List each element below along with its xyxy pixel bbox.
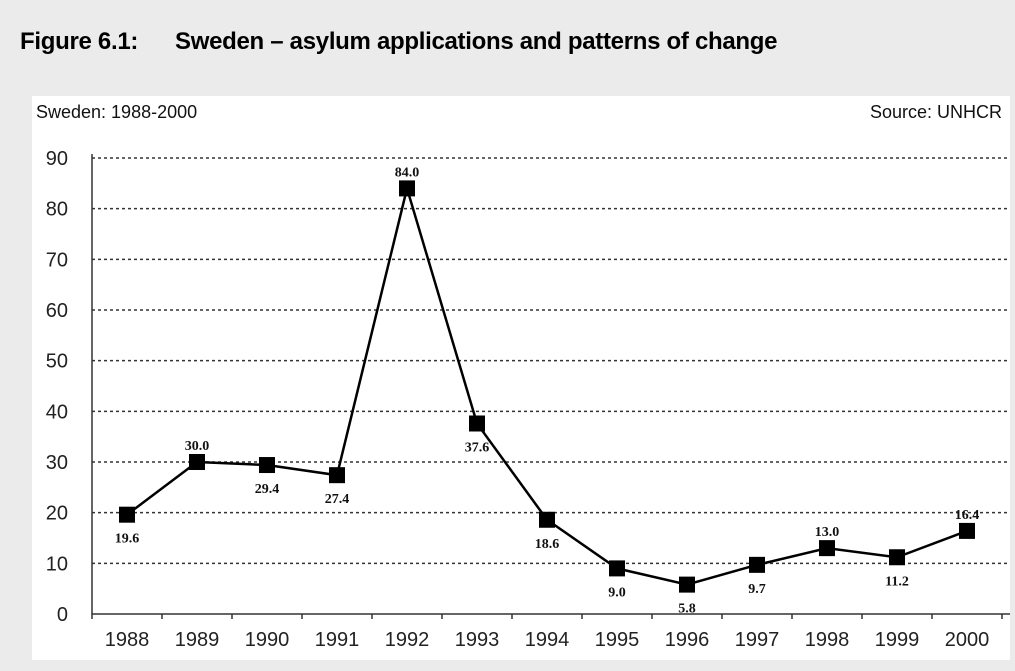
data-point-marker	[539, 511, 555, 528]
data-label: 9.7	[748, 582, 766, 597]
data-point-marker	[889, 549, 905, 566]
y-tick-label: 70	[46, 249, 68, 271]
data-label: 13.0	[815, 525, 840, 540]
data-label: 11.2	[885, 574, 909, 589]
x-tick-label: 1999	[875, 629, 920, 651]
data-point-marker	[679, 576, 695, 593]
y-tick-label: 40	[46, 401, 68, 423]
y-tick-label: 90	[46, 148, 68, 170]
data-point-marker	[399, 180, 415, 197]
data-label: 9.0	[608, 585, 626, 600]
figure-number: Figure 6.1:	[20, 28, 139, 55]
data-point-marker	[749, 556, 765, 573]
data-label: 19.6	[115, 532, 140, 547]
data-label: 84.0	[395, 165, 420, 180]
data-label: 37.6	[465, 440, 490, 455]
y-tick-label: 50	[46, 351, 68, 373]
x-tick-label: 1997	[735, 629, 780, 651]
y-tick-label: 0	[57, 604, 68, 626]
data-point-marker	[819, 540, 835, 557]
data-label: 5.8	[678, 602, 696, 617]
x-tick-label: 1995	[595, 629, 640, 651]
x-tick-label: 1988	[105, 629, 150, 651]
data-label: 27.4	[325, 492, 350, 507]
figure-title: Figure 6.1: Sweden – asylum applications …	[20, 28, 777, 56]
x-tick-label: 1994	[525, 629, 570, 651]
data-point-marker	[119, 506, 135, 523]
data-label: 30.0	[185, 439, 210, 454]
x-tick-label: 1989	[175, 629, 220, 651]
x-tick-label: 1996	[665, 629, 710, 651]
x-tick-label: 1998	[805, 629, 850, 651]
x-tick-label: 1990	[245, 629, 290, 651]
chart-subtitle: Sweden: 1988-2000	[36, 102, 198, 122]
data-label: 29.4	[255, 482, 280, 497]
x-tick-label: 1992	[385, 629, 430, 651]
data-point-marker	[329, 467, 345, 484]
y-tick-label: 60	[46, 300, 68, 322]
data-label: 16.4	[955, 508, 980, 523]
x-tick-label: 1991	[315, 629, 360, 651]
figure-caption: Sweden – asylum applications and pattern…	[175, 28, 778, 55]
x-tick-label: 2000	[945, 629, 990, 651]
y-tick-label: 30	[46, 452, 68, 474]
y-tick-label: 10	[46, 553, 68, 575]
chart-panel: Sweden: 1988-2000 Source: UNHCR 0 10 20 30 4…	[32, 96, 1010, 660]
data-point-marker	[189, 454, 205, 470]
x-tick-label: 1993	[455, 629, 500, 651]
y-tick-label: 80	[46, 199, 68, 221]
data-point-marker	[259, 457, 275, 474]
data-point-marker	[959, 522, 975, 539]
chart-source: Source: UNHCR	[869, 102, 1002, 122]
line-chart: 0 10 20 30 40 50 60 70 80 90 1988 1989 1990 1991 1992 1…	[46, 148, 1010, 651]
data-point-marker	[609, 560, 625, 577]
data-label: 18.6	[535, 537, 560, 552]
y-tick-label: 20	[46, 503, 68, 525]
data-point-marker	[469, 415, 485, 432]
